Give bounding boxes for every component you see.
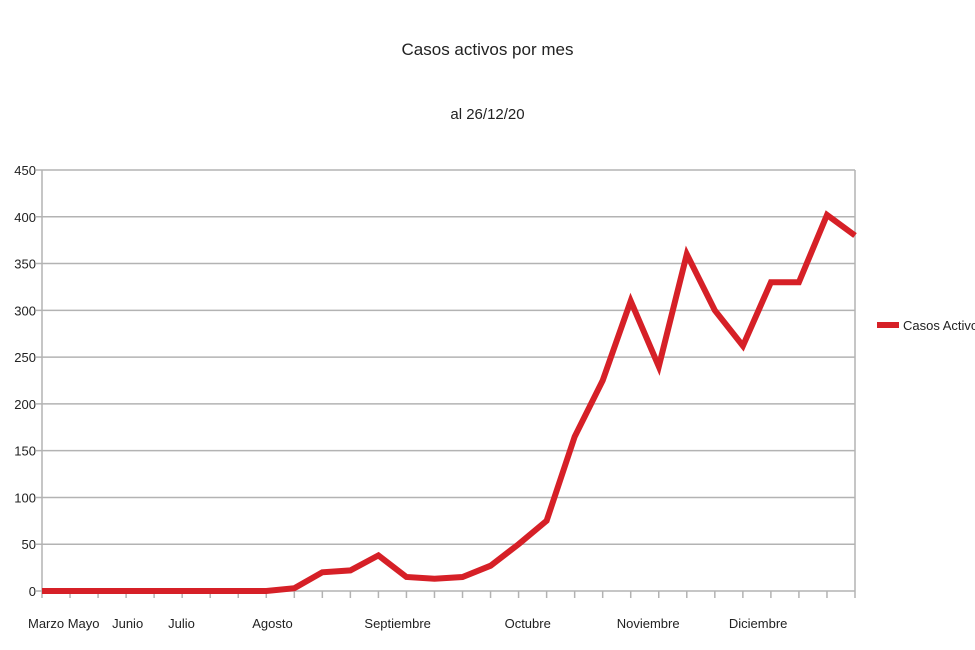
y-tick-label: 300 [14, 303, 36, 318]
y-tick-label: 100 [14, 490, 36, 505]
legend-swatch [877, 322, 899, 328]
y-tick-label: 350 [14, 257, 36, 272]
legend-label: Casos Activos [903, 318, 975, 333]
y-tick-label: 450 [14, 163, 36, 178]
y-tick-label: 400 [14, 210, 36, 225]
y-tick-label: 50 [22, 537, 36, 552]
y-axis-ticks: 0 50 100 150 200 250 300 350 400 450 [14, 163, 36, 599]
x-tick-label: Octubre [505, 616, 551, 631]
y-tick-label: 200 [14, 397, 36, 412]
x-tick-label: Noviembre [617, 616, 680, 631]
x-tick-label: Junio [112, 616, 143, 631]
y-tick-label: 250 [14, 350, 36, 365]
x-tick-label: Julio [168, 616, 195, 631]
y-tick-label: 0 [29, 584, 36, 599]
legend: Casos Activos [877, 318, 975, 333]
series-layer [41, 210, 857, 594]
y-tick-label: 150 [14, 444, 36, 459]
x-tick-label: Septiembre [364, 616, 430, 631]
x-tick-label: Marzo Mayo [28, 616, 100, 631]
chart-title: Casos activos por mes [401, 40, 574, 59]
x-axis-ticks: Marzo Mayo Junio Julio Agosto Septiembre Octu… [28, 591, 856, 631]
x-tick-label: Agosto [252, 616, 292, 631]
chart-subtitle: al 26/12/20 [450, 106, 525, 123]
gridlines [36, 169, 856, 592]
series-line-casos-activos [42, 210, 857, 594]
x-tick-label: Diciembre [729, 616, 788, 631]
